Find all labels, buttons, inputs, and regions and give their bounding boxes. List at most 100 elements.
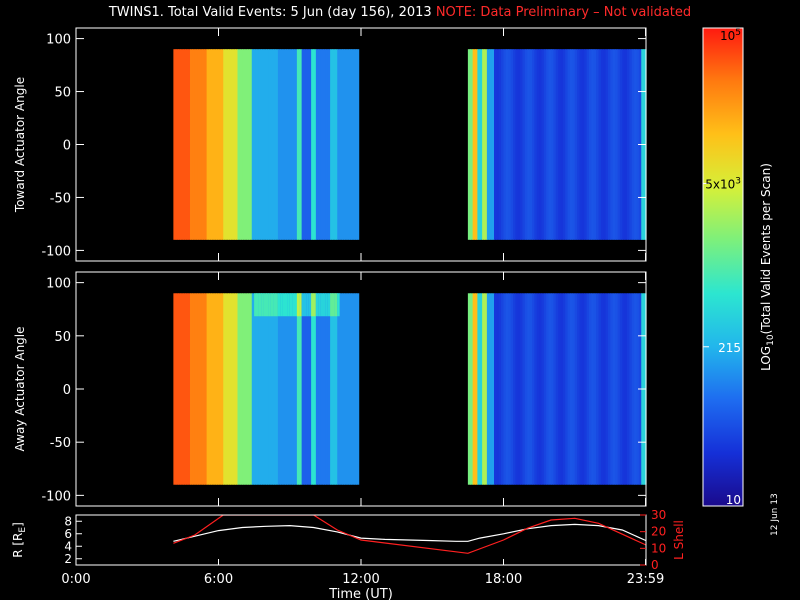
toward-heatmap-column	[256, 49, 260, 240]
away-heatmap-cell	[292, 293, 296, 317]
toward-heatmap-column	[615, 49, 619, 240]
orbit-ytick-right-label: 30	[651, 508, 666, 522]
away-heatmap-column	[522, 293, 526, 485]
away-heatmap-column	[631, 293, 635, 485]
away-heatmap-column	[199, 293, 203, 485]
away-heatmap-column	[342, 293, 345, 485]
away-heatmap-column	[273, 293, 277, 485]
away-heatmap-cell	[261, 293, 265, 317]
away-heatmap-column	[634, 293, 638, 485]
away-heatmap-column	[182, 293, 186, 485]
toward-heatmap-column	[600, 49, 604, 240]
away-heatmap-column	[560, 293, 564, 485]
toward-heatmap-column	[239, 49, 243, 240]
toward-heatmap-column	[306, 49, 310, 240]
toward-heatmap-column	[579, 49, 583, 240]
toward-heatmap-column	[572, 49, 576, 240]
away-heatmap-column	[529, 293, 533, 485]
away-heatmap-column	[501, 293, 505, 485]
away-heatmap-column	[251, 293, 255, 485]
toward-heatmap-column	[182, 49, 186, 240]
toward-heatmap-column	[173, 49, 177, 240]
toward-heatmap-column	[277, 49, 281, 240]
away-heatmap-column	[228, 293, 231, 485]
toward-data-block	[173, 49, 360, 240]
toward-heatmap-column	[475, 49, 478, 240]
toward-heatmap-column	[282, 49, 286, 240]
away-heatmap-cell	[277, 293, 281, 317]
toward-heatmap-column	[560, 49, 564, 240]
away-heatmap-column	[175, 293, 179, 485]
away-heatmap-cell	[311, 293, 315, 317]
away-heatmap-column	[334, 293, 338, 485]
away-heatmap-column	[598, 293, 602, 485]
away-heatmap-column	[467, 293, 471, 485]
away-heatmap-column	[555, 293, 559, 485]
toward-heatmap-column	[332, 49, 336, 240]
toward-heatmap-column	[501, 49, 505, 240]
toward-heatmap-column	[479, 49, 483, 240]
away-heatmap-column	[275, 293, 279, 485]
away-heatmap-column	[313, 293, 317, 485]
toward-heatmap-column	[567, 49, 571, 240]
xaxis-label: Time (UT)	[328, 587, 393, 600]
toward-heatmap-column	[232, 49, 236, 240]
away-heatmap-column	[187, 293, 191, 485]
away-heatmap-column	[496, 293, 500, 485]
away-heatmap-column	[539, 293, 543, 485]
away-heatmap-column	[603, 293, 607, 485]
toward-heatmap-column	[185, 49, 189, 240]
toward-heatmap-column	[237, 49, 241, 240]
toward-heatmap-column	[570, 49, 573, 240]
away-panel: -100 -50 0 50 100 Away Actuator Angle	[13, 271, 647, 507]
toward-heatmap-column	[178, 49, 182, 240]
away-heatmap-column	[589, 293, 592, 485]
away-heatmap-column	[190, 293, 193, 485]
away-heatmap-column	[508, 293, 512, 485]
toward-heatmap-column	[562, 49, 566, 240]
away-heatmap-column	[612, 293, 616, 485]
toward-heatmap-column	[299, 49, 303, 240]
away-heatmap-column	[263, 293, 267, 485]
toward-heatmap-column	[489, 49, 493, 240]
toward-heatmap-column	[242, 49, 246, 240]
away-heatmap-column	[617, 293, 621, 485]
away-heatmap-column	[287, 293, 291, 485]
away-heatmap-column	[567, 293, 571, 485]
away-heatmap-cell	[308, 293, 312, 317]
away-heatmap-column	[311, 293, 315, 485]
away-ytick-label: 50	[54, 330, 71, 345]
away-heatmap-column	[239, 293, 243, 485]
away-heatmap-column	[584, 293, 588, 485]
away-heatmap-column	[541, 293, 545, 485]
away-heatmap-cell	[332, 293, 336, 317]
away-heatmap-column	[577, 293, 581, 485]
away-heatmap-cell	[330, 293, 334, 317]
away-heatmap-column	[572, 293, 576, 485]
away-heatmap-column	[332, 293, 336, 485]
away-heatmap-cell	[282, 293, 286, 317]
toward-heatmap-column	[258, 49, 262, 240]
away-heatmap-column	[268, 293, 272, 485]
toward-heatmap-column	[304, 49, 307, 240]
away-heatmap-column	[270, 293, 274, 485]
away-heatmap-cell	[334, 293, 338, 317]
toward-heatmap-column	[192, 49, 196, 240]
away-heatmap-column	[562, 293, 566, 485]
away-heatmap-column	[247, 293, 250, 485]
away-heatmap-column	[289, 293, 293, 485]
away-heatmap-column	[608, 293, 611, 485]
away-heatmap-column	[532, 293, 535, 485]
toward-heatmap-column	[194, 49, 198, 240]
away-heatmap-column	[346, 293, 350, 485]
colorbar-tick-label: 5x103	[705, 176, 741, 191]
away-heatmap-column	[325, 293, 329, 485]
away-heatmap-column	[237, 293, 241, 485]
toward-heatmap-column	[612, 49, 616, 240]
away-heatmap-cell	[287, 293, 291, 317]
away-heatmap-column	[349, 293, 353, 485]
away-heatmap-column	[593, 293, 597, 485]
toward-heatmap-column	[610, 49, 614, 240]
colorbar-tick-label: 215	[718, 341, 741, 355]
